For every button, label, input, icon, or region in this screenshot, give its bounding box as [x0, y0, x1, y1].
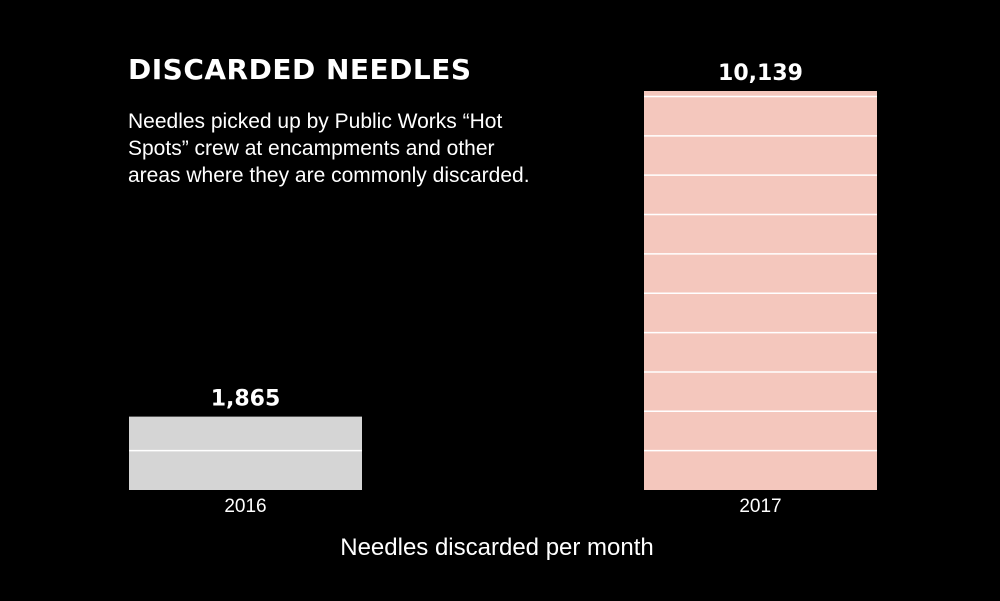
tick-label-2016: 2016 — [224, 496, 266, 517]
value-label-2017: 10,139 — [718, 61, 803, 86]
x-axis-label: Needles discarded per month — [340, 534, 654, 561]
tick-labels-group: 2016 2017 — [224, 496, 781, 517]
tick-label-2017: 2017 — [739, 496, 781, 517]
bars-group — [129, 91, 877, 490]
value-labels-group: 1,865 10,139 — [211, 61, 803, 412]
value-label-2016: 1,865 — [211, 387, 281, 412]
bar-2017 — [644, 91, 877, 490]
chart-subtitle: Needles picked up by Public Works “Hot S… — [128, 110, 530, 187]
bar-2016 — [129, 416, 362, 490]
chart-title: DISCARDED NEEDLES — [128, 53, 472, 86]
